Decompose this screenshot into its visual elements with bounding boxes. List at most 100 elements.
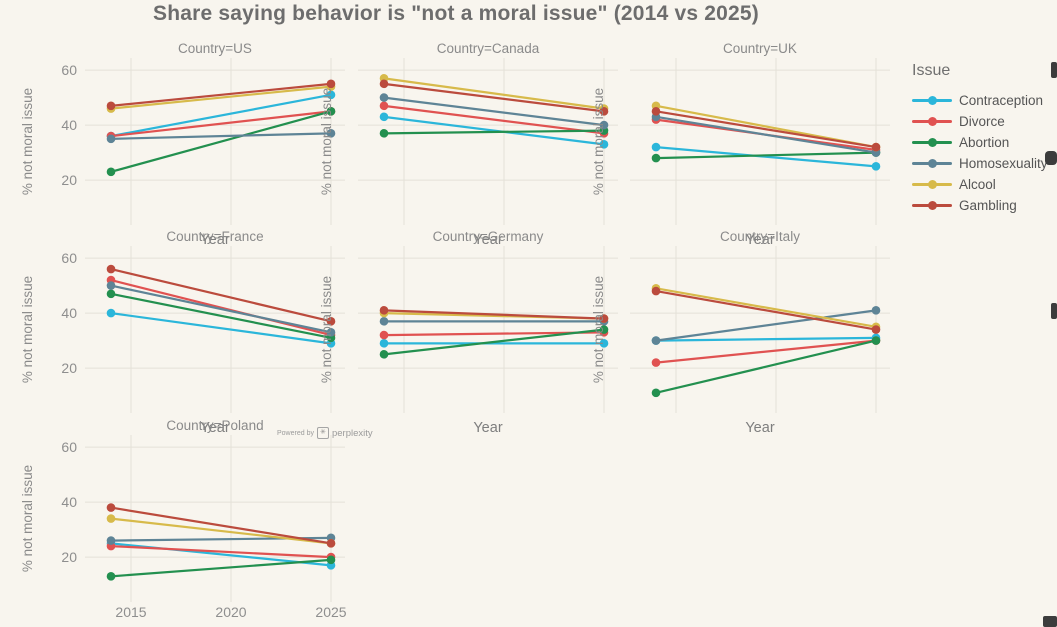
y-tick-label: 60	[61, 250, 77, 266]
data-point-contraception	[599, 140, 609, 149]
series-line-alcool	[383, 77, 605, 110]
data-point-homosexuality	[379, 93, 389, 102]
series-line-divorce	[110, 545, 332, 559]
series-line-gambling	[110, 506, 332, 545]
legend-swatch-icon	[912, 138, 952, 147]
x-tick-label: 2020	[215, 604, 246, 620]
panel-canada: Country=Canada % not moral issue Year	[319, 41, 618, 248]
watermark-prefix: Powered by	[277, 429, 314, 437]
legend-swatch-icon	[912, 96, 952, 105]
series-line-gambling	[383, 82, 605, 113]
legend-label: Homosexuality	[959, 156, 1048, 171]
data-point-contraception	[599, 339, 609, 348]
series-line-contraception	[655, 146, 877, 168]
x-axis-label: Year	[745, 232, 774, 248]
data-point-divorce	[651, 358, 661, 367]
data-point-abortion	[326, 107, 336, 116]
y-tick-label: 40	[61, 305, 77, 321]
y-axis-label: % not moral issue	[319, 276, 334, 383]
series-line-contraception	[110, 93, 332, 138]
legend: Issue Contraception Divorce Abortion Homose…	[912, 62, 1057, 216]
y-tick-label: 40	[61, 117, 77, 133]
legend-swatch-icon	[912, 117, 952, 126]
legend-swatch-icon	[912, 201, 952, 210]
series-line-divorce	[110, 279, 332, 337]
panel-germany: Country=Germany % not moral issue Year	[319, 229, 618, 436]
legend-item-contraception[interactable]: Contraception	[912, 90, 1057, 111]
series-line-abortion	[383, 328, 605, 356]
data-point-contraception	[379, 112, 389, 122]
series-line-homosexuality	[110, 132, 332, 140]
y-axis-label: % not moral issue	[20, 88, 35, 195]
data-point-divorce	[379, 101, 389, 111]
data-point-gambling	[326, 539, 336, 548]
legend-item-alcool[interactable]: Alcool	[912, 174, 1057, 195]
data-point-homosexuality	[599, 120, 609, 130]
legend-item-abortion[interactable]: Abortion	[912, 132, 1057, 153]
series-line-abortion	[110, 558, 332, 578]
legend-label: Abortion	[959, 135, 1010, 150]
data-point-abortion	[106, 289, 116, 299]
legend-item-homosexuality[interactable]: Homosexuality	[912, 153, 1057, 174]
data-point-homosexuality	[106, 134, 116, 144]
data-point-gambling	[106, 264, 116, 274]
legend-label: Contraception	[959, 93, 1044, 108]
data-point-abortion	[871, 336, 881, 345]
series-line-gambling	[655, 110, 877, 149]
series-line-homosexuality	[383, 96, 605, 127]
series-line-abortion	[655, 339, 877, 394]
x-axis-label: Year	[473, 420, 502, 436]
data-point-contraception	[651, 142, 661, 152]
series-line-abortion	[383, 129, 605, 135]
y-axis-label: % not moral issue	[319, 88, 334, 195]
panel-uk: Country=UK % not moral issue Year	[591, 41, 890, 248]
data-point-gambling	[651, 107, 661, 116]
data-point-gambling	[106, 101, 116, 111]
legend-item-gambling[interactable]: Gambling	[912, 195, 1057, 216]
data-point-abortion	[326, 555, 336, 565]
series-line-abortion	[110, 110, 332, 173]
y-tick-label: 60	[61, 439, 77, 455]
data-point-divorce	[379, 330, 389, 340]
series-line-alcool	[110, 517, 332, 545]
series-line-divorce	[655, 339, 877, 364]
x-axis-label: Year	[473, 232, 502, 248]
series-line-alcool	[655, 287, 877, 328]
screen-edge-artifact	[1045, 151, 1057, 165]
data-point-homosexuality	[326, 129, 336, 138]
y-axis-label: % not moral issue	[591, 88, 606, 195]
legend-label: Divorce	[959, 114, 1005, 129]
panel-france: Country=France % not moral issue 60 40 20 Yea…	[20, 229, 345, 436]
x-tick-label: 2025	[315, 604, 346, 620]
series-line-homosexuality	[110, 284, 332, 334]
data-point-homosexuality	[106, 281, 116, 290]
y-tick-label: 40	[61, 494, 77, 510]
data-point-gambling	[599, 314, 609, 323]
data-point-gambling	[871, 325, 881, 334]
x-axis-label: Year	[745, 420, 774, 436]
data-point-contraception	[326, 90, 336, 100]
perplexity-logo-icon: ✳	[316, 427, 329, 439]
data-point-gambling	[379, 306, 389, 315]
x-axis-label: Year	[200, 232, 229, 248]
panel-title: Country=Italy	[720, 229, 800, 244]
y-tick-label: 20	[61, 549, 77, 565]
y-axis-label: % not moral issue	[20, 465, 35, 572]
series-line-abortion	[655, 151, 877, 160]
data-point-gambling	[379, 79, 389, 89]
panel-italy: Country=Italy % not moral issue Year	[591, 229, 890, 436]
data-point-abortion	[651, 153, 661, 163]
legend-item-divorce[interactable]: Divorce	[912, 111, 1057, 132]
series-line-contraception	[655, 336, 877, 342]
data-point-gambling	[651, 286, 661, 296]
screen-edge-artifact	[1051, 303, 1057, 319]
panel-title: Country=US	[178, 41, 252, 56]
x-axis-label: Year	[200, 420, 229, 436]
data-point-gambling	[599, 107, 609, 116]
series-line-gambling	[110, 82, 332, 107]
panel-title: Country=France	[166, 229, 263, 244]
series-line-gambling	[110, 268, 332, 323]
series-line-gambling	[383, 309, 605, 320]
data-point-abortion	[106, 167, 116, 177]
data-point-contraception	[379, 339, 389, 348]
